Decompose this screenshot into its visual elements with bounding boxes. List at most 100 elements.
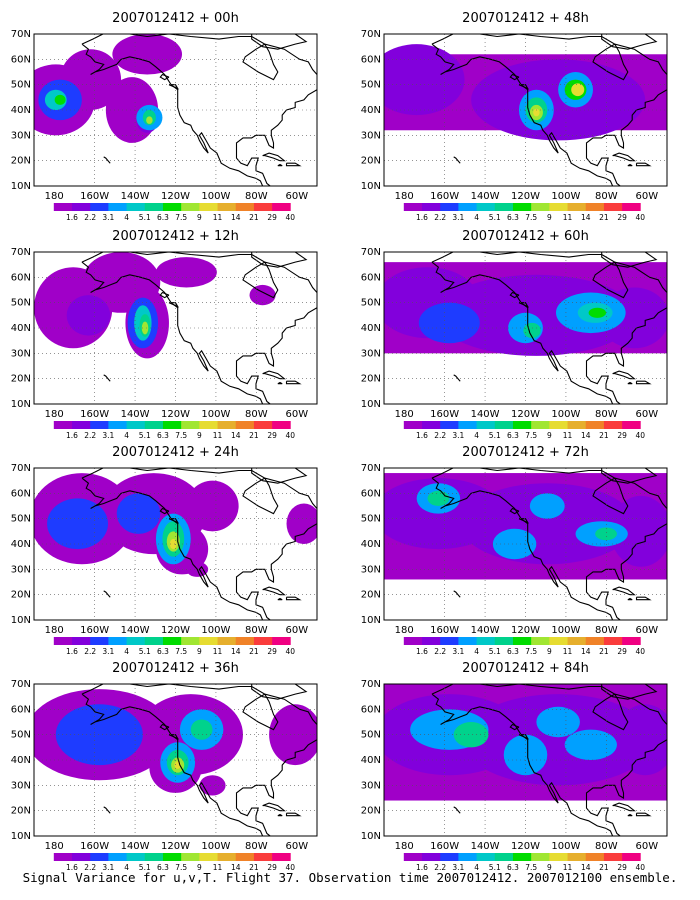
colorbar-swatch (144, 421, 164, 429)
colorbar-swatch (531, 853, 550, 861)
colorbar-label: 2.2 (434, 647, 446, 656)
x-tick-label: 100W (201, 625, 230, 636)
map-panel-36h: 2007012412 + 36h 180 160W 140W 120W 100W 80W 60… (11, 661, 318, 872)
x-tick-label: 60W (635, 625, 658, 636)
colorbar-label: 29 (267, 213, 277, 222)
variance-contour (141, 321, 149, 335)
colorbar-swatch (603, 853, 623, 861)
coastline (431, 34, 667, 186)
colorbar-swatch (272, 637, 291, 645)
x-tick-label: 60W (635, 191, 658, 202)
y-tick-label: 40N (361, 323, 381, 334)
colorbar-swatch (235, 421, 255, 429)
colorbar-swatch (126, 421, 146, 429)
y-tick-label: 10N (361, 181, 381, 192)
colorbar-label: 1.6 (416, 213, 428, 222)
colorbar-swatch (476, 203, 496, 211)
coastline (285, 162, 302, 167)
x-tick-label: 160W (430, 841, 459, 852)
gridlines (384, 684, 667, 836)
x-tick-label: 180 (395, 625, 414, 636)
y-tick-label: 70N (361, 679, 381, 690)
colorbar-label: 6.3 (507, 431, 519, 440)
colorbar-label: 2.2 (84, 431, 96, 440)
colorbar-label: 1.6 (66, 431, 78, 440)
colorbar-swatch (585, 203, 605, 211)
colorbar-swatch (235, 853, 255, 861)
colorbar-label: 9 (197, 213, 202, 222)
colorbar: 1.6 2.2 3.1 4 5.1 6.3 7.5 9 11 14 21 29 40 (403, 203, 646, 222)
colorbar-swatch (108, 853, 127, 861)
x-tick-label: 120W (511, 191, 540, 202)
coastlines (431, 468, 667, 620)
colorbar-swatch (217, 853, 237, 861)
colorbar-swatch (199, 203, 218, 211)
map-frame (383, 467, 668, 621)
colorbar-swatch (531, 203, 550, 211)
y-tick-label: 20N (361, 156, 381, 167)
variance-contour (453, 722, 489, 748)
colorbar-swatch (144, 203, 164, 211)
colorbar-swatch (440, 853, 459, 861)
colorbar-label: 3.1 (452, 213, 464, 222)
colorbar-label: 2.2 (84, 213, 96, 222)
y-tick-label: 30N (361, 348, 381, 359)
coastline (262, 152, 286, 162)
colorbar-label: 29 (617, 863, 627, 872)
colorbar-label: 9 (547, 431, 552, 440)
coastline (431, 684, 667, 836)
colorbar-swatch (567, 203, 587, 211)
colorbar-label: 7.5 (175, 213, 187, 222)
variance-contour (427, 490, 450, 506)
variance-contour (571, 83, 585, 97)
colorbar-swatch (272, 203, 291, 211)
gridlines (34, 252, 317, 404)
variance-contour (249, 284, 276, 306)
colorbar-label: 2.2 (84, 863, 96, 872)
colorbar-label: 4 (124, 213, 129, 222)
colorbar-label: 9 (547, 213, 552, 222)
colorbar-label: 5.1 (139, 863, 151, 872)
colorbar-swatch (531, 637, 550, 645)
colorbar-label: 6.3 (507, 213, 519, 222)
colorbar-label: 6.3 (507, 647, 519, 656)
variance-field (384, 262, 667, 356)
colorbar-label: 40 (636, 213, 646, 222)
colorbar-swatch (422, 637, 441, 645)
y-tick-label: 30N (361, 130, 381, 141)
colorbar-label: 11 (213, 647, 223, 656)
coastline (431, 468, 667, 620)
colorbar-label: 6.3 (157, 863, 169, 872)
coastline (285, 596, 302, 601)
y-tick-label: 20N (11, 156, 31, 167)
coastlines (431, 252, 667, 404)
colorbar-swatch (512, 421, 532, 429)
colorbar-swatch (253, 421, 273, 429)
colorbar-label: 40 (636, 647, 646, 656)
colorbar-label: 9 (197, 863, 202, 872)
colorbar-label: 7.5 (175, 647, 187, 656)
colorbar-label: 11 (563, 647, 573, 656)
coastline (103, 156, 111, 164)
colorbar-swatch (126, 203, 146, 211)
colorbar-label: 40 (286, 431, 296, 440)
x-tick-label: 120W (161, 409, 190, 420)
colorbar-label: 14 (231, 213, 241, 222)
colorbar-swatch (622, 637, 641, 645)
x-tick-label: 120W (511, 409, 540, 420)
colorbar-label: 21 (249, 431, 259, 440)
colorbar-swatch (253, 853, 273, 861)
coastline (453, 374, 461, 382)
colorbar-label: 1.6 (66, 213, 78, 222)
map-frame (33, 683, 318, 837)
colorbar-swatch (181, 853, 200, 861)
colorbar-label: 14 (581, 213, 591, 222)
colorbar-label: 11 (563, 863, 573, 872)
colorbar-swatch (72, 637, 91, 645)
colorbar-swatch (53, 637, 73, 645)
y-tick-label: 20N (11, 374, 31, 385)
colorbar-label: 3.1 (102, 647, 114, 656)
x-tick-label: 140W (121, 625, 150, 636)
coastline (168, 518, 180, 524)
variance-contour (595, 527, 617, 541)
